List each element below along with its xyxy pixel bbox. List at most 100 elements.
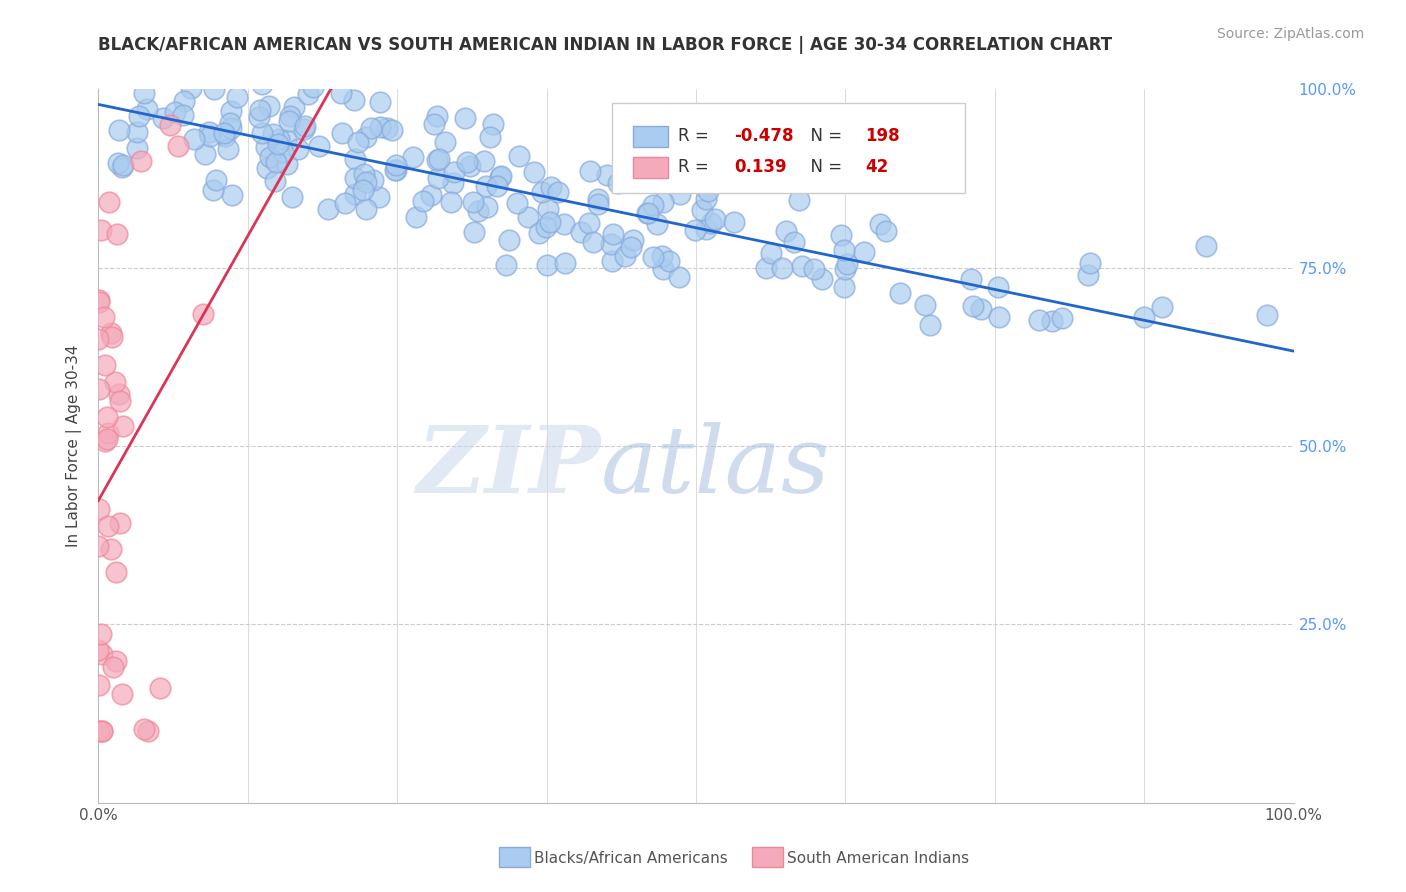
- Point: [482, 117, 505, 131]
- Point: [159, 118, 181, 132]
- Point: [297, 87, 319, 102]
- Point: [803, 262, 825, 277]
- Point: [183, 131, 205, 145]
- Point: [700, 216, 723, 230]
- Point: [128, 68, 150, 82]
- Point: [489, 170, 512, 185]
- Point: [91, 647, 114, 661]
- Point: [354, 175, 377, 189]
- Point: [165, 105, 187, 120]
- Point: [201, 184, 224, 198]
- Point: [1077, 268, 1099, 282]
- Point: [132, 86, 155, 100]
- Point: [89, 724, 111, 739]
- Point: [343, 187, 366, 202]
- Point: [219, 103, 242, 118]
- Point: [110, 516, 132, 530]
- Point: [547, 185, 569, 199]
- Text: atlas: atlas: [600, 423, 830, 512]
- Point: [308, 139, 330, 153]
- Point: [287, 142, 309, 156]
- Point: [506, 196, 529, 211]
- Point: [249, 103, 271, 118]
- Point: [1040, 313, 1063, 327]
- Text: ZIP: ZIP: [416, 423, 600, 512]
- Point: [136, 724, 159, 739]
- Point: [652, 195, 675, 210]
- Point: [228, 68, 250, 82]
- Point: [212, 126, 235, 140]
- Point: [128, 109, 150, 123]
- Point: [889, 285, 911, 300]
- Point: [651, 262, 673, 277]
- Point: [655, 175, 678, 189]
- Point: [149, 681, 172, 695]
- Point: [426, 109, 449, 123]
- Point: [479, 130, 502, 145]
- Point: [333, 196, 356, 211]
- Text: Source: ZipAtlas.com: Source: ZipAtlas.com: [1216, 27, 1364, 41]
- Point: [111, 687, 134, 701]
- Point: [87, 382, 110, 396]
- Point: [696, 184, 718, 198]
- Point: [97, 519, 120, 533]
- Point: [527, 226, 550, 240]
- Point: [90, 724, 112, 739]
- Point: [578, 216, 600, 230]
- Y-axis label: In Labor Force | Age 30-34: In Labor Force | Age 30-34: [66, 344, 83, 548]
- Point: [152, 112, 174, 126]
- Point: [87, 642, 110, 657]
- Point: [125, 141, 148, 155]
- Point: [271, 145, 294, 159]
- Point: [132, 722, 155, 736]
- Point: [569, 225, 592, 239]
- Point: [969, 301, 991, 316]
- Point: [579, 164, 602, 178]
- Point: [586, 196, 609, 211]
- Point: [613, 249, 636, 263]
- Point: [959, 272, 981, 286]
- Point: [301, 79, 323, 94]
- Point: [105, 227, 128, 241]
- Point: [93, 310, 115, 325]
- Point: [87, 332, 110, 346]
- Point: [596, 169, 619, 183]
- Text: 0.139: 0.139: [734, 158, 787, 176]
- Point: [202, 82, 225, 96]
- Point: [97, 426, 120, 441]
- Point: [454, 112, 477, 126]
- Point: [97, 195, 120, 210]
- Point: [214, 128, 236, 143]
- Text: -0.478: -0.478: [734, 127, 794, 145]
- Text: 198: 198: [866, 127, 900, 145]
- Point: [540, 215, 562, 229]
- Point: [330, 126, 353, 140]
- Point: [1080, 256, 1102, 270]
- Point: [111, 160, 134, 174]
- Point: [226, 89, 249, 103]
- Point: [136, 103, 159, 117]
- Point: [658, 254, 681, 268]
- Point: [770, 260, 793, 275]
- Point: [461, 195, 484, 210]
- Point: [443, 165, 465, 179]
- Point: [600, 254, 623, 268]
- Point: [1133, 310, 1156, 325]
- Point: [1152, 301, 1174, 315]
- Point: [554, 255, 576, 269]
- Point: [495, 258, 517, 272]
- Point: [402, 150, 425, 164]
- Point: [1195, 239, 1218, 253]
- Point: [441, 177, 464, 191]
- Point: [267, 136, 290, 151]
- Point: [522, 165, 544, 179]
- Point: [120, 68, 142, 82]
- Point: [107, 156, 129, 170]
- Point: [180, 80, 202, 95]
- Point: [530, 185, 553, 199]
- Point: [94, 434, 117, 449]
- Point: [405, 210, 427, 224]
- Point: [536, 258, 558, 272]
- Point: [281, 189, 304, 203]
- Point: [100, 541, 122, 556]
